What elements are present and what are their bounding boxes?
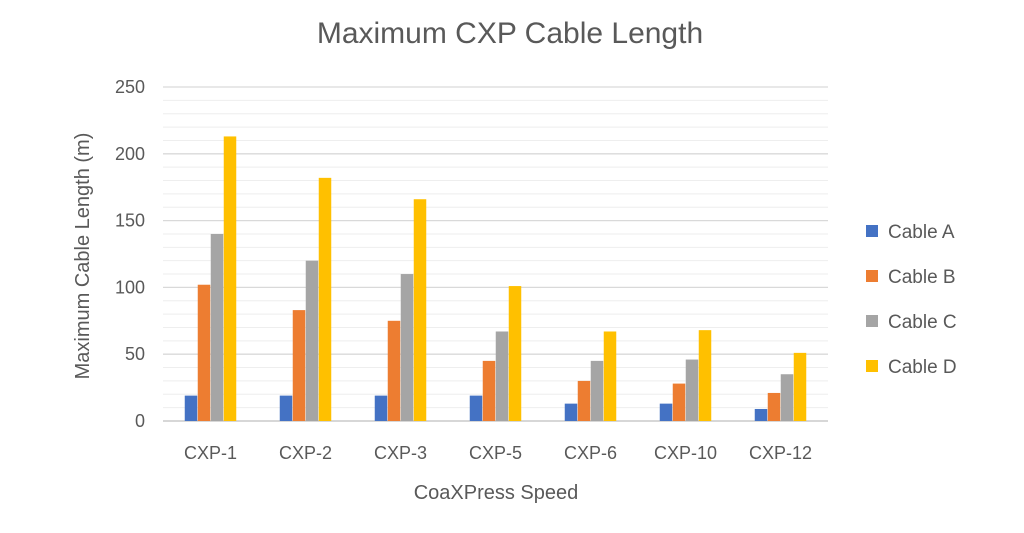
y-tick-label: 50 <box>125 344 145 364</box>
bar-cable-c <box>495 331 509 421</box>
bar-cable-b <box>292 310 306 421</box>
x-tick-label: CXP-12 <box>749 443 812 463</box>
x-tick-label: CXP-3 <box>374 443 427 463</box>
bar-cable-d <box>413 199 427 421</box>
bar-cable-c <box>305 260 319 421</box>
bars <box>184 136 807 421</box>
bar-cable-a <box>184 395 198 421</box>
bar-cable-d <box>698 330 712 421</box>
chart-title: Maximum CXP Cable Length <box>317 17 703 50</box>
y-tick-label: 0 <box>135 411 145 431</box>
y-axis-ticks: 0 50 100 150 200 250 <box>115 77 145 431</box>
bar-cable-a <box>754 408 768 421</box>
bar-cable-a <box>564 403 578 421</box>
legend-label: Cable D <box>888 357 957 378</box>
bar-cable-a <box>374 395 388 421</box>
bar-cable-d <box>603 331 617 421</box>
x-tick-label: CXP-2 <box>279 443 332 463</box>
legend: Cable A Cable B Cable C Cable D <box>866 222 957 378</box>
bar-cable-d <box>508 286 522 421</box>
legend-label: Cable B <box>888 267 956 288</box>
bar-cable-b <box>672 383 686 421</box>
bar-cable-b <box>197 284 211 421</box>
legend-swatch <box>866 360 878 372</box>
bar-cable-d <box>793 352 807 421</box>
x-tick-label: CXP-1 <box>184 443 237 463</box>
x-axis-ticks: CXP-1 CXP-2 CXP-3 CXP-5 CXP-6 CXP-10 CXP-12 <box>184 443 812 463</box>
y-tick-label: 150 <box>115 211 145 231</box>
bar-cable-a <box>659 403 673 421</box>
x-tick-label: CXP-5 <box>469 443 522 463</box>
bar-cable-c <box>590 360 604 421</box>
legend-swatch <box>866 315 878 327</box>
bar-cable-b <box>767 392 781 421</box>
bar-cable-b <box>482 360 496 421</box>
bar-cable-c <box>210 233 224 421</box>
gridlines <box>163 86 828 422</box>
y-axis-title: Maximum Cable Length (m) <box>72 133 94 380</box>
x-tick-label: CXP-6 <box>564 443 617 463</box>
bar-cable-c <box>685 359 699 421</box>
legend-swatch <box>866 270 878 282</box>
bar-cable-c <box>400 274 414 421</box>
bar-cable-b <box>387 320 401 421</box>
y-tick-label: 100 <box>115 277 145 297</box>
legend-label: Cable C <box>888 312 957 333</box>
y-tick-label: 250 <box>115 77 145 97</box>
bar-cable-c <box>780 374 794 421</box>
x-tick-label: CXP-10 <box>654 443 717 463</box>
legend-label: Cable A <box>888 222 955 243</box>
x-axis-title: CoaXPress Speed <box>414 482 579 504</box>
bar-cable-a <box>279 395 293 421</box>
bar-cable-d <box>318 177 332 421</box>
bar-cable-a <box>469 395 483 421</box>
legend-swatch <box>866 225 878 237</box>
bar-cable-d <box>223 136 237 421</box>
bar-cable-b <box>577 380 591 421</box>
y-tick-label: 200 <box>115 144 145 164</box>
